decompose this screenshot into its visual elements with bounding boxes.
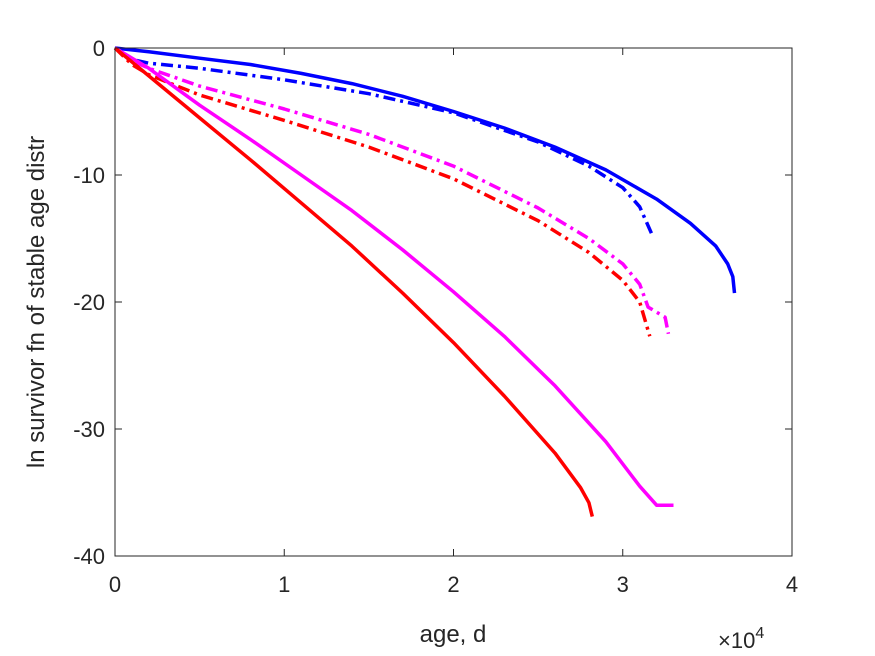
series-line-3 xyxy=(113,46,671,335)
x-axis-label: age, d xyxy=(420,621,487,648)
y-tick-label: -10 xyxy=(73,163,105,188)
tick-layer: 0 1 2 3 4 0 -10 -20 -30 -40 xyxy=(73,36,798,597)
y-tick-label: 0 xyxy=(93,36,105,61)
x-tick-label: 1 xyxy=(278,572,290,597)
series-line-1 xyxy=(114,46,737,294)
y-tick-label: -30 xyxy=(73,417,105,442)
y-tick-label: -20 xyxy=(73,290,105,315)
x-exponent-power: 4 xyxy=(755,625,764,642)
plot-area xyxy=(115,48,792,556)
x-exponent-label: ×104 xyxy=(718,625,764,653)
series-line-5 xyxy=(114,46,674,507)
x-tick-label: 3 xyxy=(617,572,629,597)
series-line-4 xyxy=(113,46,652,337)
y-axis-label: ln survivor fn of stable age distr xyxy=(23,136,50,468)
x-exponent-base: ×10 xyxy=(718,628,755,653)
x-tick-label: 4 xyxy=(786,572,798,597)
series-layer xyxy=(113,46,737,518)
y-tick-label: -40 xyxy=(73,544,105,569)
series-line-6 xyxy=(113,46,594,518)
series-line-2 xyxy=(114,46,654,235)
x-tick-label: 2 xyxy=(447,572,459,597)
x-tick-label: 0 xyxy=(109,572,121,597)
